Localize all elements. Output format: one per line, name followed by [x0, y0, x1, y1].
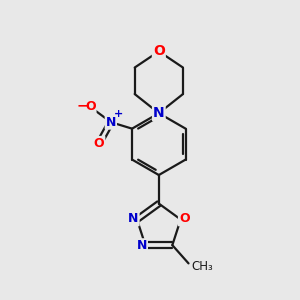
Text: N: N: [153, 106, 165, 120]
Text: N: N: [106, 116, 116, 129]
Text: O: O: [94, 137, 104, 150]
Text: +: +: [114, 109, 123, 119]
Text: −: −: [76, 98, 88, 112]
Text: O: O: [153, 44, 165, 58]
Text: O: O: [179, 212, 190, 225]
Text: N: N: [136, 239, 147, 252]
Text: CH₃: CH₃: [191, 260, 213, 273]
Text: O: O: [85, 100, 96, 113]
Text: N: N: [128, 212, 139, 225]
